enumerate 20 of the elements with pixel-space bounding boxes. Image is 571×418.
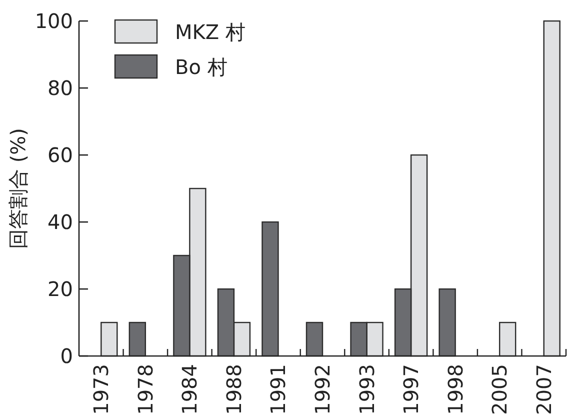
x-tick-label: 1984 xyxy=(178,364,202,415)
x-tick-label: 1993 xyxy=(354,364,379,415)
x-tick-label: 1992 xyxy=(310,364,334,415)
x-tick-label: 2007 xyxy=(532,364,556,415)
legend-label: MKZ 村 xyxy=(175,20,246,44)
y-tick-label: 40 xyxy=(48,210,73,234)
y-tick-label: 20 xyxy=(48,277,73,301)
x-tick-label: 1973 xyxy=(89,364,114,415)
y-axis-title: 回答割合 (%) xyxy=(6,128,30,249)
x-tick-label: 1997 xyxy=(399,364,424,415)
x-tick-label: 1998 xyxy=(443,364,468,415)
y-tick-label: 0 xyxy=(60,344,73,368)
legend-label: Bo 村 xyxy=(175,55,228,79)
x-tick-label: 1978 xyxy=(133,364,158,415)
y-tick-label: 100 xyxy=(34,9,73,33)
x-tick-label: 1991 xyxy=(266,364,290,415)
x-tick-label: 1988 xyxy=(222,364,246,415)
x-tick-label: 2005 xyxy=(488,364,512,415)
y-tick-label: 60 xyxy=(48,143,73,167)
y-tick-label: 80 xyxy=(48,76,73,100)
